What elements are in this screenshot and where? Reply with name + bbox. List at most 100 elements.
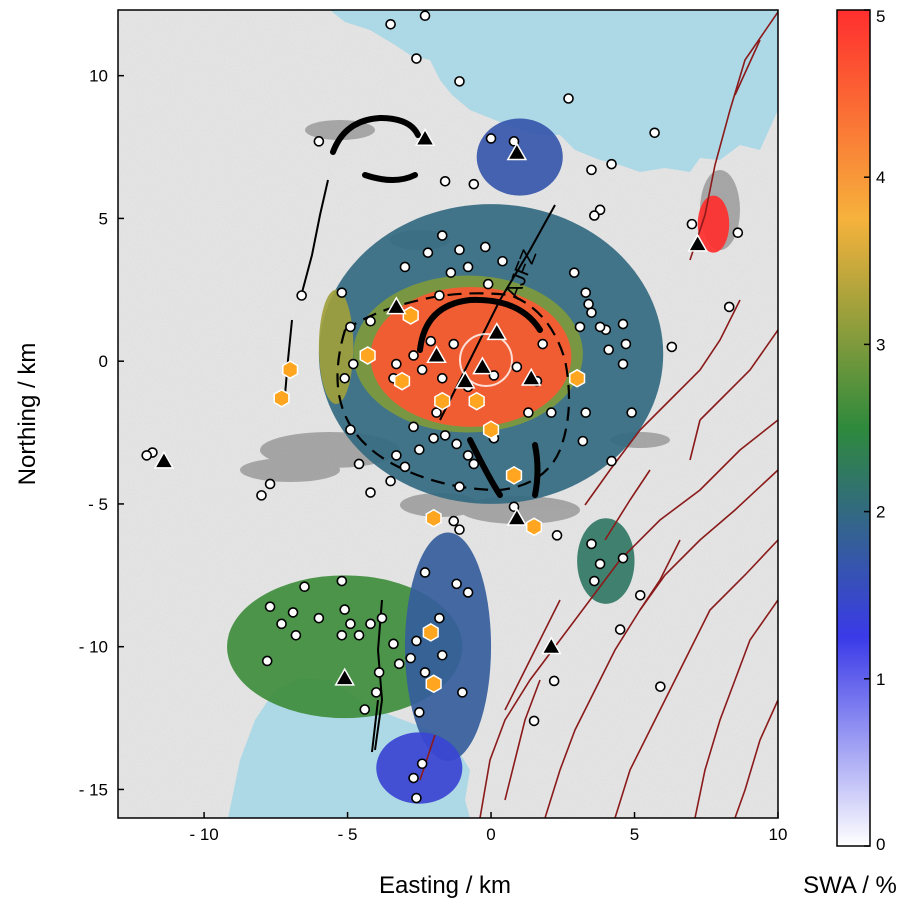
volcano-marker xyxy=(687,233,708,252)
y-axis-title: Northing / km xyxy=(14,343,41,486)
hexagon-marker xyxy=(273,388,290,408)
station-marker xyxy=(313,136,325,147)
swa-patch xyxy=(318,289,354,405)
x-tick-label: 0 xyxy=(486,825,495,844)
western-fault-trace xyxy=(299,179,329,301)
y-tick-label: - 5 xyxy=(88,495,108,514)
station-marker xyxy=(365,487,376,498)
station-marker xyxy=(580,407,592,418)
y-tick-label: 5 xyxy=(99,209,108,228)
station-marker xyxy=(299,581,310,593)
y-tick-label: - 10 xyxy=(79,638,108,657)
y-tick-label: 10 xyxy=(89,67,108,86)
station-marker xyxy=(454,244,465,256)
station-marker xyxy=(568,267,580,278)
station-marker xyxy=(606,158,617,170)
south-fault-trace-2 xyxy=(371,699,379,753)
colorbar-label: SWA / % xyxy=(803,872,897,899)
volcano-markers xyxy=(153,127,708,686)
station-marker xyxy=(606,455,617,467)
station-marker xyxy=(617,358,629,370)
station-marker xyxy=(617,552,629,564)
swa-patch xyxy=(227,575,463,719)
station-marker xyxy=(620,338,632,350)
x-tick-label: - 5 xyxy=(338,825,358,844)
station-marker xyxy=(434,290,445,301)
inner-caldera-rim-east xyxy=(532,442,541,498)
hexagon-marker xyxy=(569,368,586,388)
fault-lines xyxy=(419,11,778,818)
station-marker xyxy=(448,338,460,350)
y-axis: 10 5 0 - 5 - 10 - 15 xyxy=(79,67,124,799)
station-marker xyxy=(290,629,302,641)
station-marker xyxy=(399,461,411,473)
x-axis: - 10 - 5 0 5 10 xyxy=(189,812,787,844)
station-marker xyxy=(370,687,382,698)
station-marker xyxy=(586,164,597,176)
station-marker xyxy=(436,373,448,384)
inner-caldera-rim-south xyxy=(467,437,503,498)
volcano-marker xyxy=(386,296,407,315)
colorbar-tick-label: 3 xyxy=(876,335,885,354)
western-fault-dash xyxy=(284,319,293,396)
station-marker xyxy=(276,618,287,630)
colorbar-ticks: 0 1 2 3 4 5 xyxy=(864,7,885,854)
station-marker xyxy=(419,667,431,678)
volcano-marker xyxy=(506,142,528,161)
station-marker xyxy=(528,715,540,727)
volcano-marker xyxy=(520,367,542,386)
station-marker xyxy=(416,758,428,770)
station-marker xyxy=(391,358,402,370)
station-marker xyxy=(583,298,594,310)
station-marker xyxy=(451,438,462,450)
station-marker xyxy=(414,707,425,718)
station-marker xyxy=(264,601,276,613)
station-marker xyxy=(617,318,629,330)
station-markers xyxy=(141,10,744,804)
volcano-marker xyxy=(486,322,508,341)
northern-lake xyxy=(330,10,778,172)
station-marker xyxy=(497,255,508,267)
station-marker xyxy=(408,772,419,784)
station-marker xyxy=(339,373,350,384)
station-marker xyxy=(411,792,422,804)
station-marker xyxy=(462,587,474,598)
station-marker xyxy=(594,558,606,570)
hexagon-markers xyxy=(273,306,586,694)
station-marker xyxy=(586,538,597,550)
volcano-marker xyxy=(426,344,447,363)
station-marker xyxy=(345,424,356,436)
station-marker xyxy=(353,458,365,470)
swa-patch xyxy=(404,532,492,761)
station-marker xyxy=(454,524,465,535)
station-marker xyxy=(445,267,457,278)
station-marker xyxy=(411,53,422,64)
station-marker xyxy=(336,629,348,641)
station-marker xyxy=(655,681,666,692)
station-marker xyxy=(732,227,744,238)
hexagon-marker xyxy=(402,306,419,325)
station-marker xyxy=(141,450,152,461)
outer-caldera-dashed xyxy=(336,292,571,492)
station-marker xyxy=(462,450,474,461)
station-marker xyxy=(537,338,548,350)
colorbar-tick-label: 0 xyxy=(876,835,885,854)
station-marker xyxy=(431,407,442,418)
station-marker xyxy=(373,667,385,678)
station-marker xyxy=(594,321,606,333)
station-marker xyxy=(405,652,416,664)
station-marker xyxy=(586,307,597,318)
station-marker xyxy=(419,10,431,22)
north-caldera-arc xyxy=(330,114,421,155)
station-marker xyxy=(439,430,451,441)
station-marker xyxy=(391,450,402,461)
station-marker xyxy=(399,261,411,273)
station-marker xyxy=(451,578,462,590)
station-marker xyxy=(425,335,437,347)
volcano-marker xyxy=(506,507,528,526)
north-caldera-arc-lower xyxy=(362,172,418,183)
station-marker xyxy=(434,612,445,624)
station-marker xyxy=(563,93,574,104)
y-tick-label: - 15 xyxy=(79,780,108,799)
station-marker xyxy=(336,575,348,587)
